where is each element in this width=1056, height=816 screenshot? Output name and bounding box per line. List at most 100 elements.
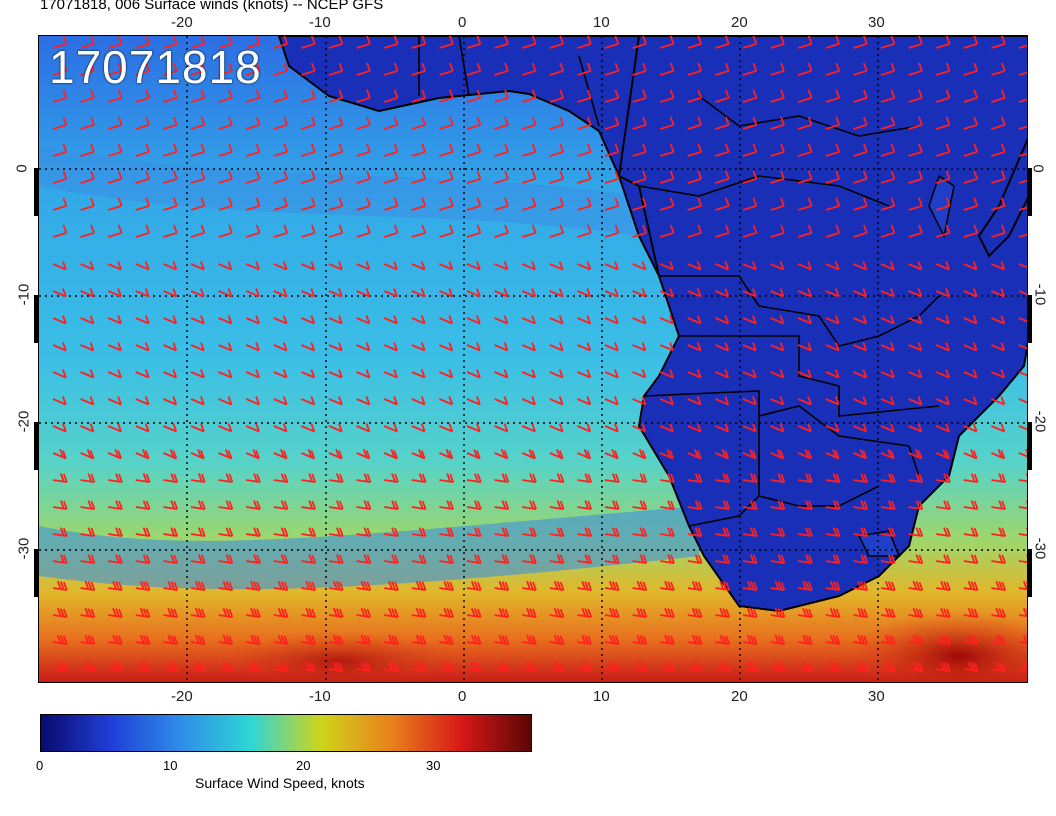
wind-barb: [577, 261, 592, 271]
wind-barb: [163, 224, 178, 238]
wind-barb: [797, 36, 813, 49]
wind-barb: [273, 527, 289, 537]
wind-barb: [935, 89, 951, 103]
wind-barb: [715, 607, 731, 618]
wind-barb: [825, 170, 841, 184]
wind-barb: [936, 607, 951, 618]
wind-barb: [577, 170, 592, 184]
wind-barb: [163, 315, 178, 325]
wind-barb: [659, 315, 674, 325]
wind-barb: [853, 261, 868, 271]
wind-barb: [521, 197, 537, 211]
wind-barb: [880, 36, 896, 49]
wind-barb: [411, 423, 426, 433]
wind-barb: [908, 62, 923, 76]
wind-barb: [411, 89, 427, 103]
wind-barb: [494, 448, 509, 460]
wind-barb: [356, 315, 371, 325]
calm-band: [39, 506, 699, 590]
wind-barb: [935, 261, 950, 271]
wind-barb: [328, 369, 343, 379]
wind-barb: [246, 500, 261, 510]
wind-barb: [715, 170, 730, 184]
wind-barb: [328, 634, 344, 645]
wind-barb: [549, 369, 564, 379]
wind-barb: [604, 448, 619, 460]
wind-barb: [687, 261, 702, 271]
wind-barb: [604, 473, 620, 483]
wind-barb: [245, 288, 260, 298]
wind-barb: [936, 473, 951, 483]
wind-barb: [494, 634, 510, 645]
wind-barb: [632, 89, 647, 103]
wind-barb: [494, 62, 509, 76]
wind-barb: [384, 607, 399, 618]
wind-barb: [825, 89, 841, 103]
wind-barb: [107, 62, 123, 76]
wind-barb: [246, 473, 261, 483]
wind-barb: [687, 473, 703, 483]
wind-barb: [521, 423, 536, 433]
wind-barb: [466, 448, 481, 460]
wind-barb: [135, 342, 150, 352]
wind-barb: [521, 89, 537, 103]
wind-barb: [190, 288, 205, 298]
wind-barb: [963, 634, 979, 645]
wind-barb: [218, 89, 233, 103]
wind-barb: [80, 224, 95, 238]
wind-barb: [466, 62, 482, 76]
wind-barb: [1018, 634, 1027, 645]
top-lon-tick-label: -20: [171, 14, 193, 31]
wind-barb: [356, 423, 371, 433]
wind-barb: [577, 89, 592, 103]
wind-barb: [687, 342, 702, 352]
wind-barb: [273, 143, 289, 157]
wind-barb: [163, 448, 178, 460]
wind-barb: [245, 62, 261, 76]
wind-barb: [273, 607, 289, 618]
wind-barb: [135, 661, 151, 672]
wind-barb: [80, 315, 95, 325]
wind-barb: [521, 36, 537, 49]
wind-barb: [880, 170, 896, 184]
wind-barb: [383, 89, 399, 103]
wind-barb: [742, 143, 758, 157]
wind-barb: [963, 448, 978, 460]
wind-barb: [411, 261, 426, 271]
wind-barb: [411, 315, 426, 325]
wind-barb: [770, 197, 785, 211]
wind-barb: [880, 661, 896, 672]
wind-barb: [135, 607, 151, 618]
wind-barb: [521, 315, 536, 325]
wind-barb: [963, 36, 979, 49]
wind-barb: [52, 580, 68, 591]
wind-barb: [797, 197, 813, 211]
wind-barb: [963, 369, 978, 379]
wind-barb: [577, 396, 592, 406]
wind-barb: [604, 342, 619, 352]
wind-barb: [163, 607, 179, 618]
wind-barb: [384, 554, 399, 564]
wind-barb: [190, 170, 206, 184]
wind-barb: [632, 473, 648, 483]
wind-barb: [466, 261, 481, 271]
wind-barb: [411, 36, 427, 49]
wind-barb: [52, 500, 68, 510]
wind-barb: [273, 580, 289, 591]
wind-barb: [328, 607, 344, 618]
wind-barb: [908, 527, 924, 537]
wind-barb: [659, 369, 674, 379]
wind-barb: [715, 261, 730, 271]
lon-gridlines: [186, 36, 879, 682]
wind-barb: [328, 473, 344, 483]
wind-barb: [466, 224, 482, 238]
wind-barb: [797, 315, 812, 325]
wind-barb: [439, 89, 454, 103]
wind-barb: [52, 224, 68, 238]
wind-barb: [853, 36, 868, 49]
wind-barb: [715, 554, 731, 564]
wind-barb: [245, 36, 261, 49]
wind-barb: [218, 423, 233, 433]
wind-barb: [742, 500, 758, 510]
wind-barb: [715, 62, 730, 76]
